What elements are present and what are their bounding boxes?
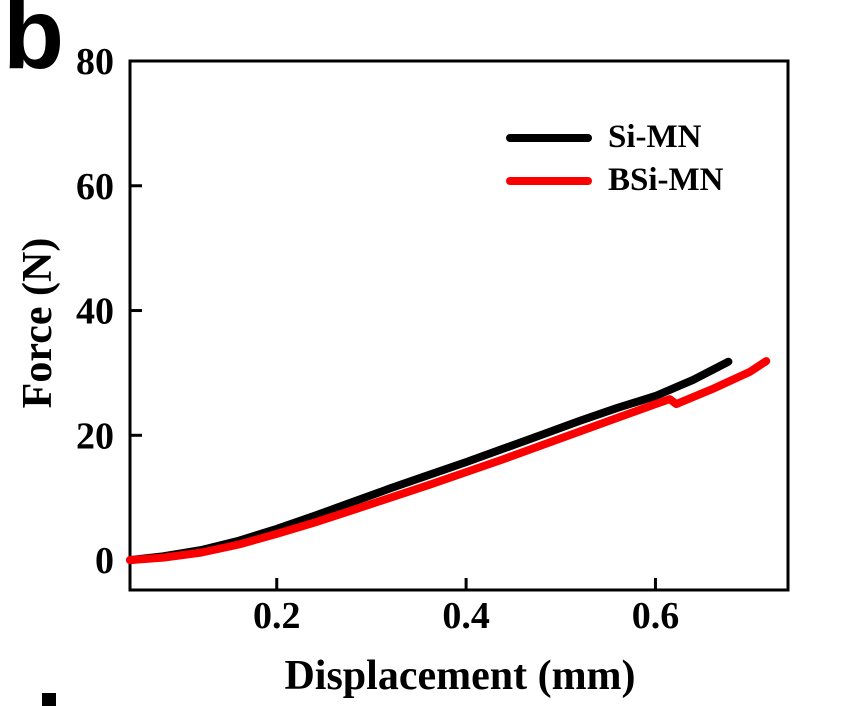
legend-label-si-mn: Si-MN: [608, 119, 702, 155]
legend-line-bsi-mn-icon: [506, 176, 592, 185]
legend-item-bsi-mn: BSi-MN: [506, 159, 724, 202]
legend-item-si-mn: Si-MN: [506, 116, 724, 159]
x-tick-label: 0.4: [442, 595, 490, 637]
y-axis-title: Force (N): [15, 237, 61, 409]
x-axis-title: Displacement (mm): [284, 653, 636, 699]
y-tick-label: 20: [76, 415, 114, 457]
x-tick-label: 0.6: [632, 595, 680, 637]
legend-label-bsi-mn: BSi-MN: [608, 162, 724, 198]
legend-line-si-mn-icon: [506, 133, 592, 142]
panel-label: b: [3, 0, 65, 90]
plot-frame: [128, 59, 790, 592]
legend: Si-MN BSi-MN: [506, 116, 724, 202]
curve-si-mn: [126, 357, 733, 565]
curve-bsi-mn: [126, 357, 771, 565]
y-tick-label: 60: [76, 166, 114, 208]
y-tick-label: 0: [95, 540, 114, 582]
y-tick-label: 80: [76, 41, 114, 83]
cropped-next-panel-label: [42, 693, 56, 706]
y-tick-label: 40: [76, 291, 114, 333]
x-tick-label: 0.2: [253, 595, 301, 637]
